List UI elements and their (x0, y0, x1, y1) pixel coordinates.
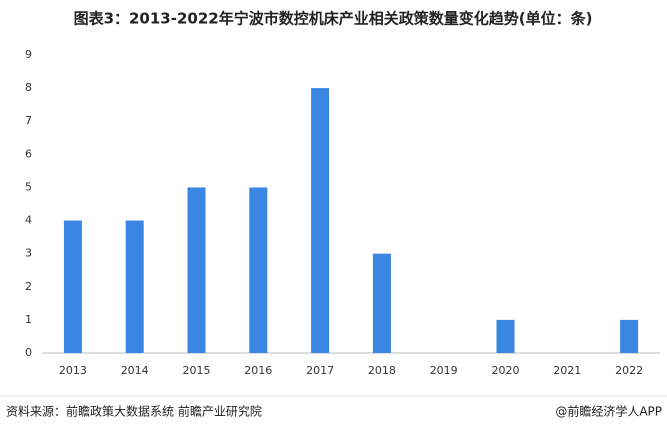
y-tick-label: 5 (25, 180, 32, 193)
x-tick-label: 2018 (368, 364, 396, 377)
x-tick-label: 2016 (244, 364, 272, 377)
bar (311, 88, 330, 353)
y-tick-label: 2 (25, 280, 32, 293)
bar (249, 187, 268, 353)
x-tick-label: 2015 (183, 364, 211, 377)
bar (187, 187, 206, 353)
x-tick-label: 2017 (306, 364, 334, 377)
bar (496, 319, 515, 353)
x-tick-label: 2021 (553, 364, 581, 377)
y-tick-label: 0 (25, 346, 32, 359)
source: 资料来源：前瞻政策大数据系统 前瞻产业研究院 (6, 404, 262, 419)
x-tick-label: 2022 (615, 364, 643, 377)
x-tick-label: 2020 (492, 364, 520, 377)
y-tick-label: 1 (25, 313, 32, 326)
y-tick-label: 9 (25, 48, 32, 61)
bar (372, 253, 391, 353)
chart-title: 图表3：2013-2022年宁波市数控机床产业相关政策数量变化趋势(单位：条) (74, 10, 593, 28)
x-tick-label: 2014 (121, 364, 149, 377)
y-tick-label: 4 (25, 214, 32, 227)
credit: @前瞻经济学人APP (555, 404, 662, 419)
bar (125, 220, 144, 353)
bar (620, 319, 639, 353)
y-tick-label: 3 (25, 247, 32, 260)
y-tick-label: 8 (25, 81, 32, 94)
y-tick-label: 7 (25, 114, 32, 127)
bar (63, 220, 82, 353)
x-tick-label: 2019 (430, 364, 458, 377)
x-tick-label: 2013 (59, 364, 87, 377)
y-tick-label: 6 (25, 147, 32, 160)
